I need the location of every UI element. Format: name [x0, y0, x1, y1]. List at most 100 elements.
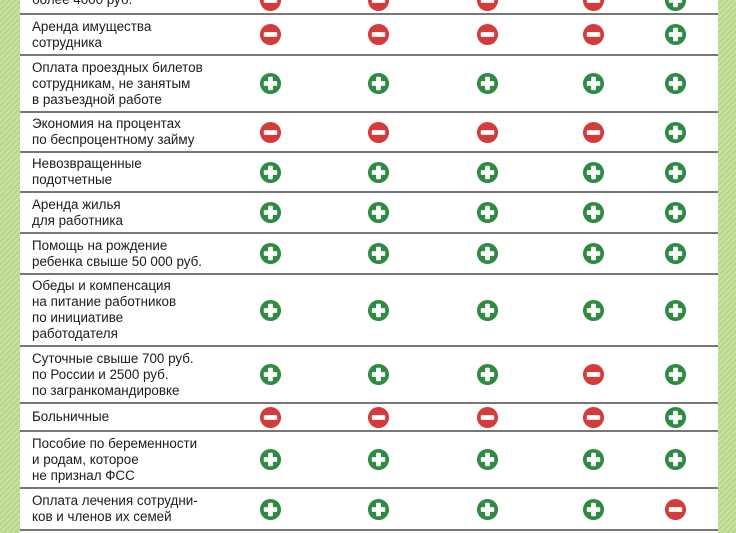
minus-icon [581, 403, 605, 431]
plus-icon [366, 192, 390, 233]
plus-icon [366, 488, 390, 530]
plus-icon [581, 431, 605, 488]
minus-icon [475, 112, 499, 152]
row-label: Невозвращенные подотчетные [32, 156, 142, 187]
table-row: Суточные свыше 700 руб. по России и 2500… [20, 346, 718, 403]
minus-icon [258, 112, 282, 152]
row-divider [20, 191, 718, 193]
row-divider [20, 54, 718, 56]
plus-icon [475, 346, 499, 403]
minus-icon [258, 14, 282, 55]
comparison-table: более 4000 руб. Аренда имущества сотрудни… [20, 0, 718, 533]
plus-icon [581, 152, 605, 192]
plus-icon [258, 431, 282, 488]
plus-icon [581, 192, 605, 233]
minus-icon [475, 403, 499, 431]
table-row: Обеды и компенсация на питание работнико… [20, 274, 718, 346]
minus-icon [258, 0, 282, 14]
plus-icon [475, 488, 499, 530]
plus-icon [581, 55, 605, 112]
table-row: Аренда жилья для работника [20, 192, 718, 233]
plus-icon [258, 192, 282, 233]
plus-icon [663, 403, 687, 431]
minus-icon [366, 112, 390, 152]
table-row: Невозвращенные подотчетные [20, 152, 718, 192]
row-label: Оплата лечения сотрудни- ков и членов их… [32, 493, 198, 524]
table-row: Экономия на процентах по беспроцентному … [20, 112, 718, 152]
row-divider [20, 232, 718, 234]
plus-icon [258, 488, 282, 530]
plus-icon [663, 431, 687, 488]
plus-icon [366, 233, 390, 274]
minus-icon [581, 346, 605, 403]
minus-icon [581, 0, 605, 14]
row-divider [20, 487, 718, 489]
plus-icon [663, 0, 687, 14]
plus-icon [258, 346, 282, 403]
row-divider [20, 13, 718, 15]
row-label: Суточные свыше 700 руб. по России и 2500… [32, 350, 194, 398]
minus-icon [581, 112, 605, 152]
plus-icon [475, 431, 499, 488]
minus-icon [366, 14, 390, 55]
minus-icon [475, 14, 499, 55]
right-decorative-border [718, 0, 736, 533]
row-label: Больничные [32, 409, 110, 424]
table-row: Больничные [20, 403, 718, 431]
plus-icon [581, 233, 605, 274]
plus-icon [366, 431, 390, 488]
minus-icon [475, 0, 499, 14]
plus-icon [475, 55, 499, 112]
plus-icon [475, 192, 499, 233]
row-divider [20, 430, 718, 432]
plus-icon [366, 152, 390, 192]
table-row: более 4000 руб. [20, 0, 718, 14]
row-label: Пособие по беременности и родам, которое… [32, 435, 198, 483]
row-divider [20, 111, 718, 113]
minus-icon [581, 14, 605, 55]
table-row: Оплата проездных билетов сотрудникам, не… [20, 55, 718, 112]
plus-icon [581, 488, 605, 530]
plus-icon [258, 274, 282, 346]
row-label: Обеды и компенсация на питание работнико… [32, 278, 177, 341]
plus-icon [581, 274, 605, 346]
minus-icon [258, 403, 282, 431]
table-row: Оплата лечения сотрудни- ков и членов их… [20, 488, 718, 530]
row-label: Аренда жилья для работника [32, 196, 123, 228]
row-divider [20, 402, 718, 404]
plus-icon [663, 14, 687, 55]
plus-icon [258, 152, 282, 192]
minus-icon [366, 0, 390, 14]
row-divider [20, 345, 718, 347]
plus-icon [366, 274, 390, 346]
plus-icon [475, 152, 499, 192]
minus-icon [366, 403, 390, 431]
plus-icon [366, 346, 390, 403]
plus-icon [366, 55, 390, 112]
table-row: Пособие по беременности и родам, которое… [20, 431, 718, 488]
table-row: Помощь на рождение ребенка свыше 50 000 … [20, 233, 718, 274]
plus-icon [663, 112, 687, 152]
plus-icon [258, 55, 282, 112]
row-label: Экономия на процентах по беспроцентному … [32, 116, 195, 147]
row-label: более 4000 руб. [32, 0, 252, 14]
plus-icon [663, 152, 687, 192]
plus-icon [663, 274, 687, 346]
plus-icon [663, 233, 687, 274]
minus-icon [663, 488, 687, 530]
row-divider [20, 151, 718, 153]
row-label: Помощь на рождение ребенка свыше 50 000 … [32, 237, 202, 269]
row-divider [20, 273, 718, 275]
plus-icon [663, 346, 687, 403]
plus-icon [663, 192, 687, 233]
plus-icon [663, 55, 687, 112]
plus-icon [475, 274, 499, 346]
table-row: Аренда имущества сотрудника [20, 14, 718, 55]
row-label: Аренда имущества сотрудника [32, 18, 152, 50]
plus-icon [475, 233, 499, 274]
row-label: Оплата проездных билетов сотрудникам, не… [32, 59, 203, 107]
row-divider [20, 529, 718, 531]
left-decorative-border [0, 0, 20, 533]
plus-icon [258, 233, 282, 274]
